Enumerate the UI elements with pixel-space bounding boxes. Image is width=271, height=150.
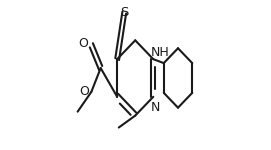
Text: N: N	[151, 101, 160, 114]
Text: O: O	[79, 37, 88, 50]
Text: O: O	[79, 85, 89, 98]
Text: S: S	[120, 6, 128, 19]
Text: NH: NH	[151, 46, 169, 59]
